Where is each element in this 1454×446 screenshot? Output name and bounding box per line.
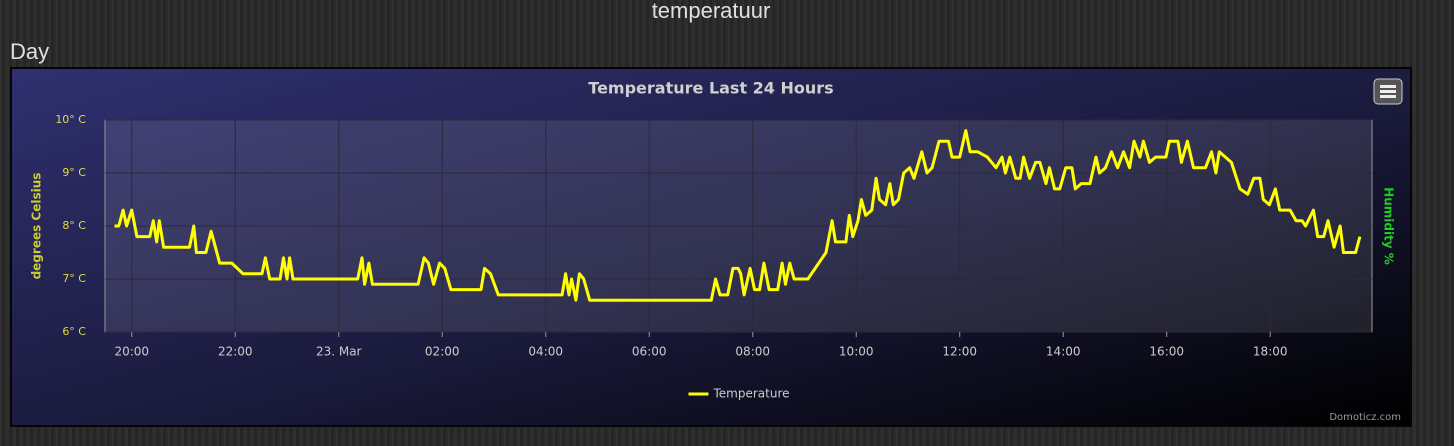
x-tick-label: 06:00 <box>632 345 667 359</box>
y-tick-label: 10° C <box>55 113 86 126</box>
x-tick-label: 22:00 <box>218 345 253 359</box>
x-tick-label: 02:00 <box>425 345 460 359</box>
x-tick-label: 14:00 <box>1046 345 1081 359</box>
x-tick-label: 08:00 <box>735 345 770 359</box>
y-tick-label: 7° C <box>62 272 86 285</box>
x-tick-label: 12:00 <box>942 345 977 359</box>
chart-title: Temperature Last 24 Hours <box>588 79 833 98</box>
menu-icon-bar <box>1380 85 1396 88</box>
x-tick-label: 04:00 <box>528 345 563 359</box>
credits[interactable]: Domoticz.com <box>1329 412 1401 423</box>
menu-button[interactable] <box>1373 78 1403 105</box>
series-line <box>114 129 1362 302</box>
y-tick-label: 8° C <box>62 219 86 232</box>
chart-box <box>10 67 1412 427</box>
y2-axis-title: Humidity % <box>1382 187 1396 265</box>
legend-label[interactable]: Temperature <box>713 387 790 401</box>
section-title: Day <box>10 39 49 64</box>
y-axis-title: degrees Celsius <box>30 173 44 280</box>
x-tick-label: 10:00 <box>839 345 874 359</box>
x-tick-label: 16:00 <box>1149 345 1184 359</box>
x-tick-label: 20:00 <box>114 345 149 359</box>
page-title: temperatuur <box>652 0 771 23</box>
menu-icon-bar <box>1380 90 1396 93</box>
x-tick-label: 23. Mar <box>316 345 362 359</box>
y-tick-label: 6° C <box>62 325 86 338</box>
menu-icon-bar <box>1380 95 1396 98</box>
x-tick-label: 18:00 <box>1253 345 1288 359</box>
y-tick-label: 9° C <box>62 166 86 179</box>
